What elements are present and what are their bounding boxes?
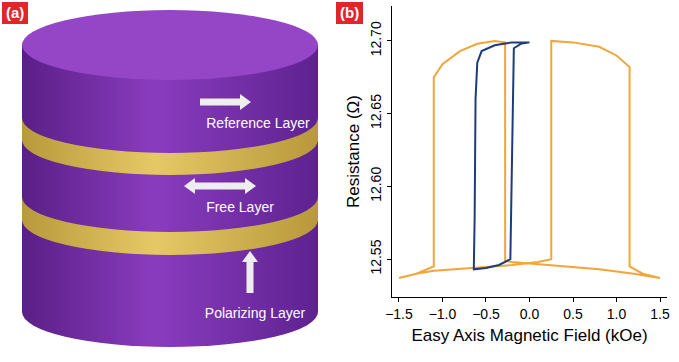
svg-text:0.0: 0.0 [520,306,540,322]
svg-text:0.5: 0.5 [563,306,583,322]
svg-text:12.60: 12.60 [368,167,384,202]
svg-text:−1.5: −1.5 [385,306,413,322]
svg-text:−1.0: −1.0 [429,306,457,322]
svg-text:Easy Axis Magnetic Field (kOe): Easy Axis Magnetic Field (kOe) [411,326,647,345]
svg-text:1.0: 1.0 [607,306,627,322]
svg-text:Polarizing Layer: Polarizing Layer [205,305,306,321]
svg-text:12.65: 12.65 [368,94,384,129]
svg-text:12.70: 12.70 [368,21,384,56]
html-text:(a): (a) [6,4,25,21]
svg-text:Free Layer: Free Layer [206,199,274,215]
svg-text:12.55: 12.55 [368,239,384,274]
html-text:(b): (b) [340,4,360,21]
svg-text:1.5: 1.5 [650,306,670,322]
svg-text:−0.5: −0.5 [472,306,500,322]
svg-text:Reference Layer: Reference Layer [206,115,310,131]
svg-text:Resistance (Ω): Resistance (Ω) [344,95,363,208]
